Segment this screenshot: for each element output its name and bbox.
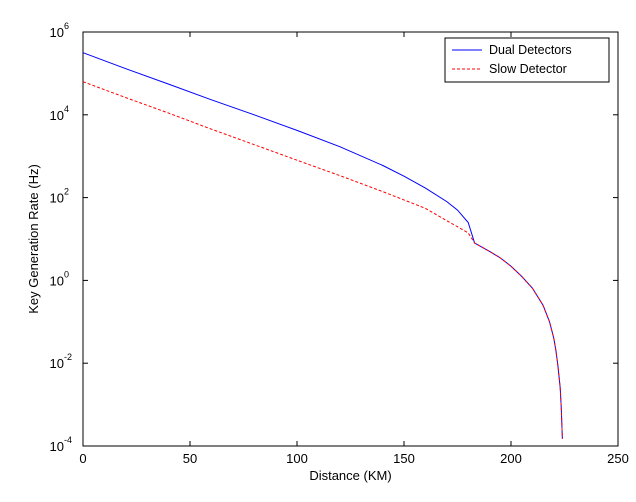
ticks-layer xyxy=(82,31,619,447)
legend-box xyxy=(444,37,610,83)
series-layer xyxy=(82,52,563,439)
y-tick-label: 10 xyxy=(50,273,64,288)
y-tick-label: 10 xyxy=(50,108,64,123)
legend-label: Slow Detector xyxy=(489,62,567,76)
x-axis-title: Distance (KM) xyxy=(309,468,391,483)
y-axis-title: Key Generation Rate (Hz) xyxy=(26,164,41,314)
x-tick-label: 100 xyxy=(286,451,308,466)
series-line-1 xyxy=(82,81,563,439)
legend-label: Dual Detectors xyxy=(489,43,572,57)
x-tick-label: 250 xyxy=(607,451,629,466)
y-tick-exponent: -2 xyxy=(64,352,72,362)
plot-area xyxy=(82,31,619,447)
y-tick-exponent: -4 xyxy=(64,435,72,445)
x-tick-label: 50 xyxy=(183,451,197,466)
y-tick-exponent: 2 xyxy=(64,187,69,197)
x-tick-label: 200 xyxy=(500,451,522,466)
y-tick-label: 10 xyxy=(50,25,64,40)
y-tick-label: 10 xyxy=(50,191,64,206)
y-tick-label: 10 xyxy=(50,439,64,454)
plot-frame xyxy=(82,31,619,447)
y-tick-label: 10 xyxy=(50,356,64,371)
x-tick-label: 0 xyxy=(79,451,86,466)
y-tick-exponent: 6 xyxy=(64,21,69,31)
legend: Dual Detectors Slow Detector xyxy=(444,37,610,83)
y-tick-exponent: 4 xyxy=(64,104,69,114)
x-tick-label: 150 xyxy=(393,451,415,466)
y-tick-exponent: 0 xyxy=(64,269,69,279)
